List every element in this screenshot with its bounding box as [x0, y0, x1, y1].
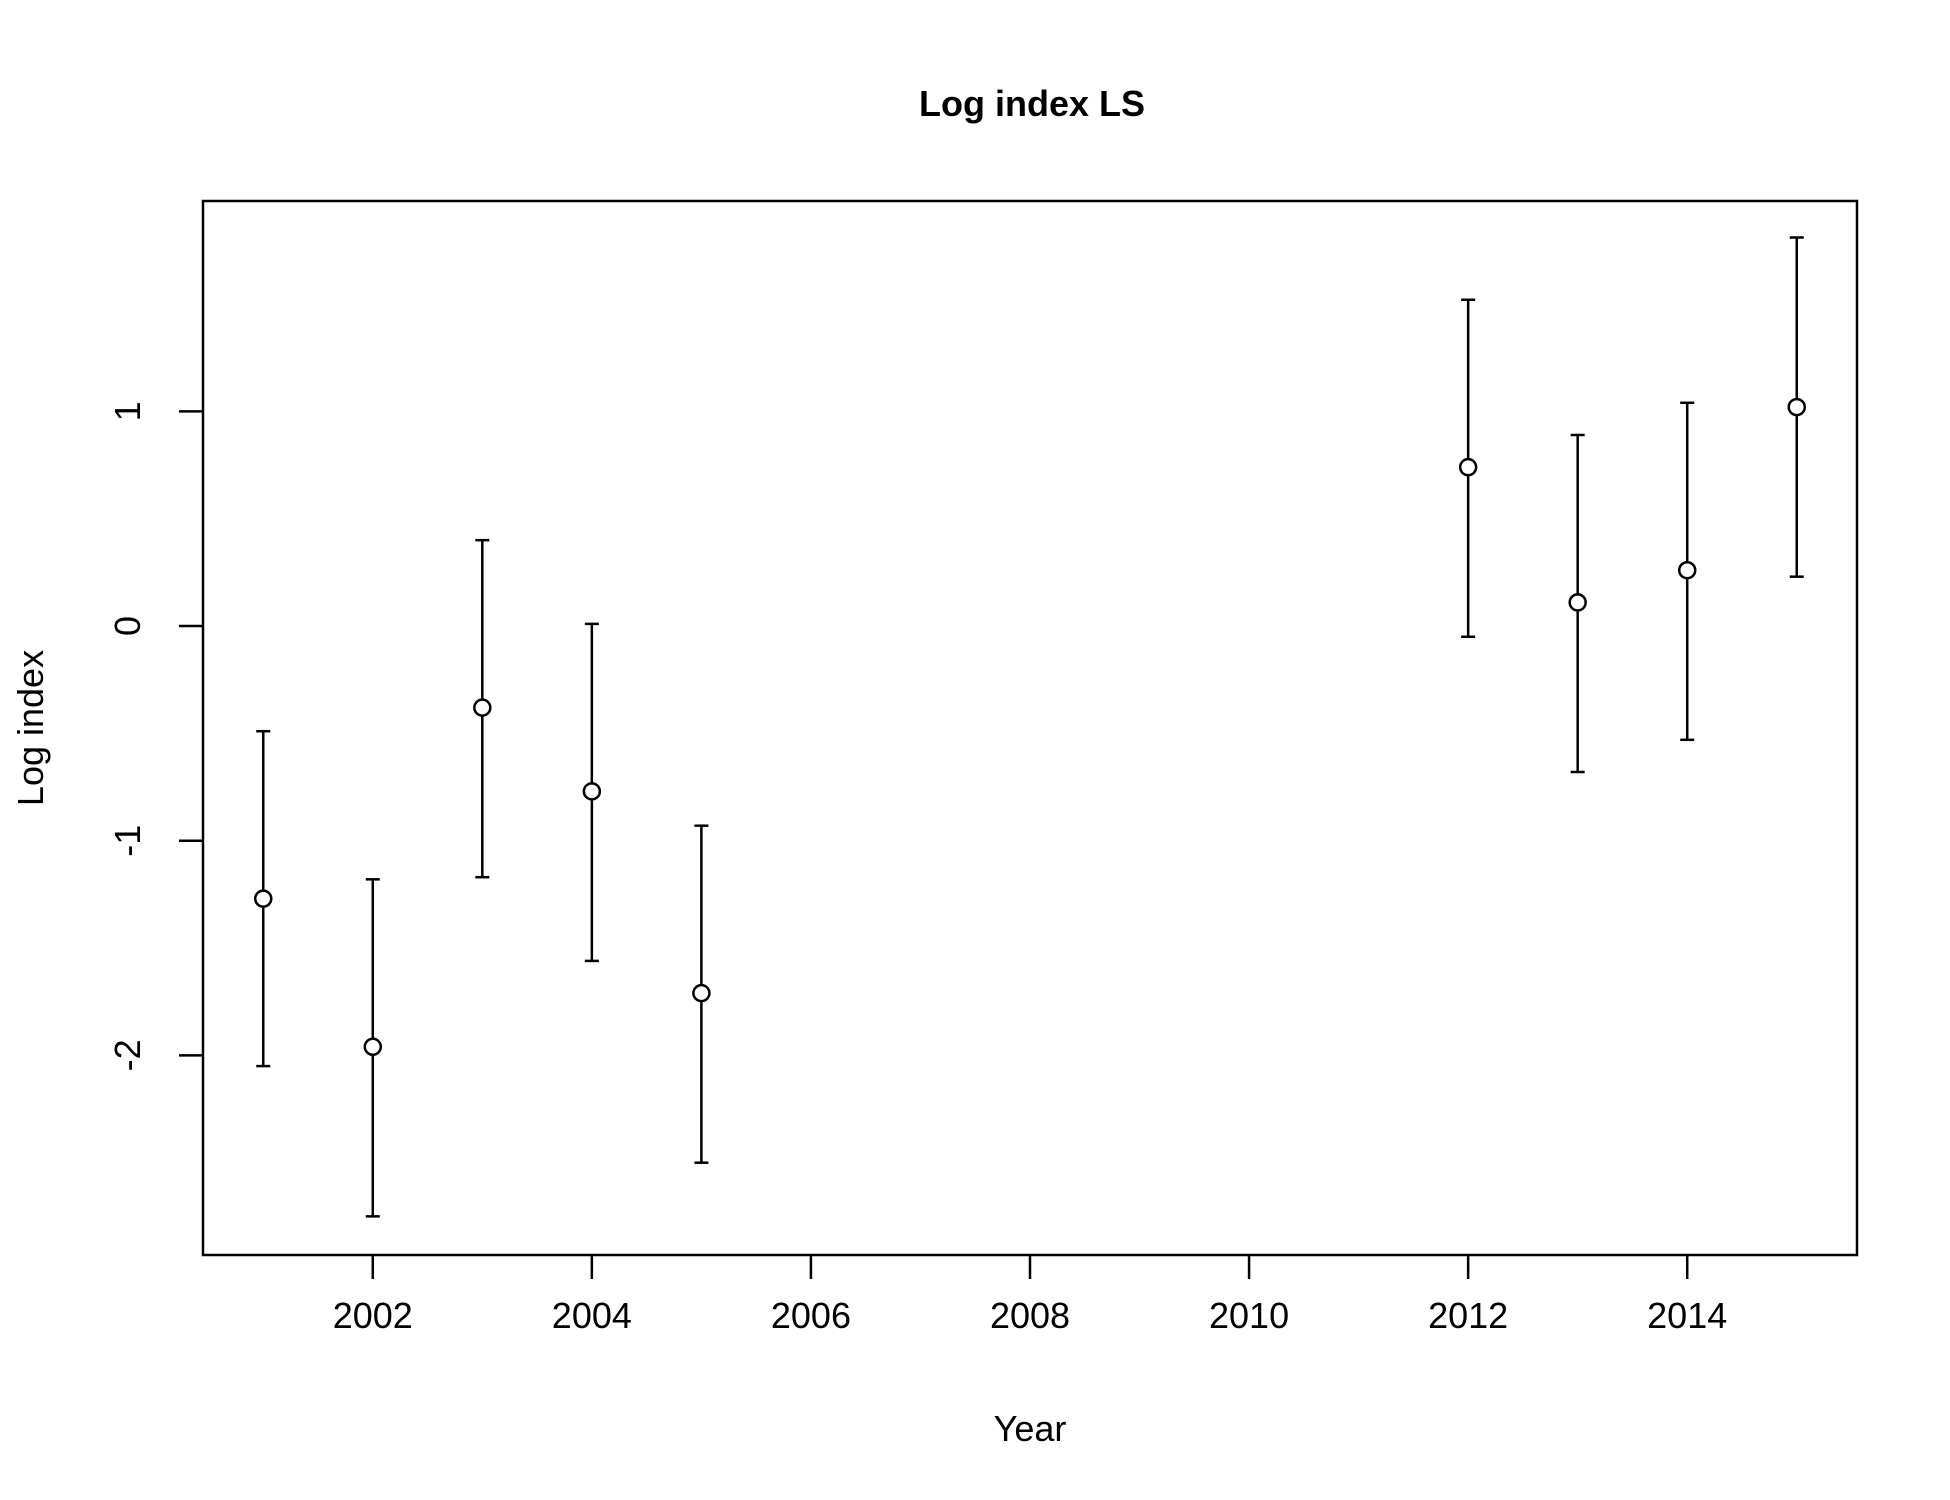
data-point-2015: [1787, 397, 1807, 417]
x-axis: 2002 2004 2006 2008 2010 2012 2014: [333, 1255, 1727, 1336]
x-axis-label: Year: [994, 1408, 1067, 1449]
plot-frame: [201, 199, 1859, 1257]
data-point-2005: [692, 983, 711, 1003]
chart-title: Log index LS: [919, 83, 1145, 124]
data-point-2013: [1568, 593, 1587, 612]
y-tick-label--1: -1: [107, 825, 148, 857]
y-tick-label-0: 0: [107, 616, 148, 636]
x-tick-label-2010: 2010: [1209, 1295, 1289, 1336]
data-point-2014: [1677, 560, 1697, 580]
x-tick-label-2008: 2008: [990, 1295, 1070, 1336]
y-axis-label: Log index: [10, 650, 51, 806]
data-point-2003: [473, 698, 492, 717]
x-tick-label-2012: 2012: [1428, 1295, 1508, 1336]
x-tick-label-2006: 2006: [771, 1295, 851, 1336]
x-tick-label-2002: 2002: [333, 1295, 413, 1336]
data-point-2012: [1458, 457, 1478, 477]
y-tick-label--2: -2: [107, 1039, 148, 1071]
y-axis: -2 -1 0 1: [107, 401, 203, 1071]
x-tick-label-2004: 2004: [552, 1295, 632, 1336]
data-point-2001: [253, 889, 273, 908]
x-tick-label-2014: 2014: [1647, 1295, 1727, 1336]
y-tick-label-1: 1: [107, 401, 148, 421]
data-marks: [253, 236, 1807, 1218]
data-point-2004: [582, 782, 602, 801]
data-point-2002: [363, 1037, 383, 1057]
